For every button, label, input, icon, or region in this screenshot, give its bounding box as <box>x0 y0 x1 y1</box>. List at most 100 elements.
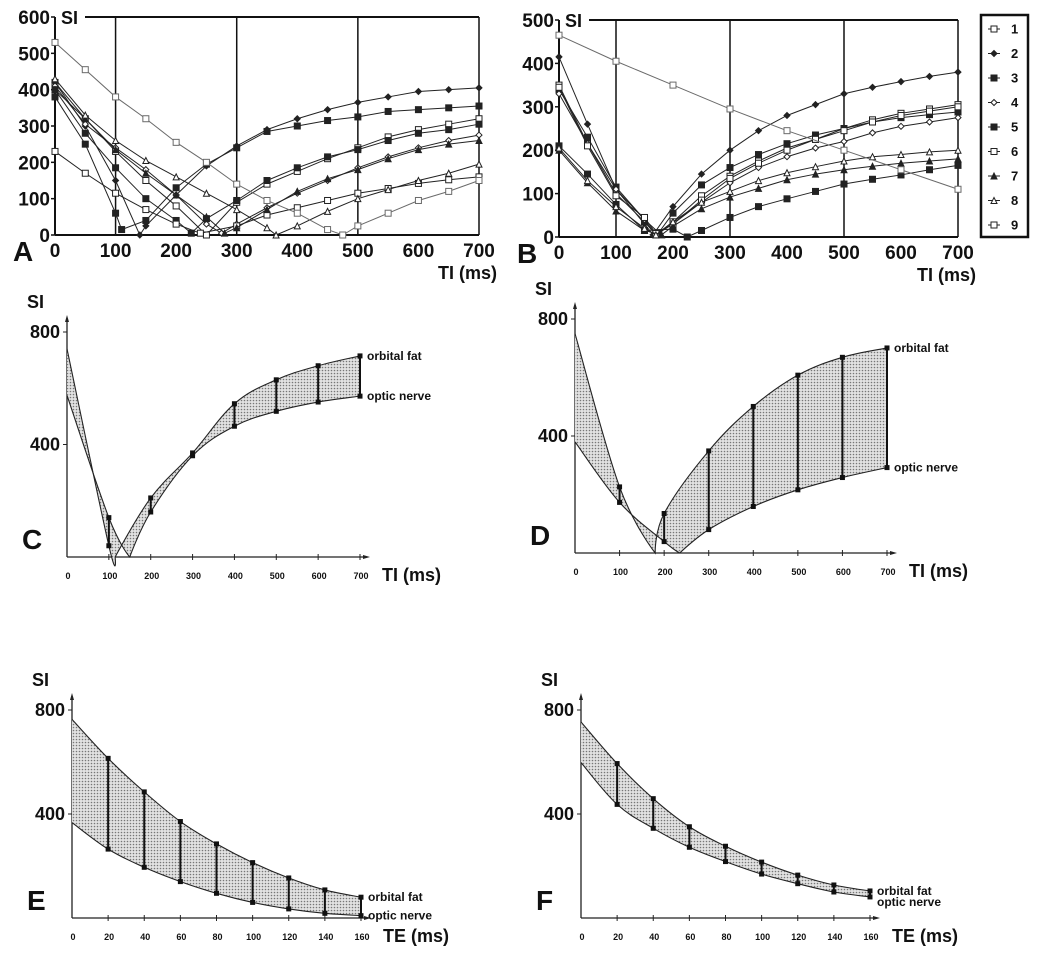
legend-label: 4 <box>1011 95 1019 110</box>
data-point-marker <box>354 113 362 121</box>
data-point-marker <box>698 181 705 189</box>
legend-item: 3 <box>988 71 1018 86</box>
data-point-marker <box>445 187 453 195</box>
data-point-marker <box>414 106 422 114</box>
x-tick-label: 100 <box>755 932 770 942</box>
x-tick-label: 40 <box>140 932 150 942</box>
legend-item: 5 <box>988 120 1018 135</box>
data-point-marker <box>669 217 677 226</box>
x-tick-label: 60 <box>685 932 695 942</box>
x-tick-label: 0 <box>579 932 584 942</box>
legend-item: 7 <box>988 169 1018 184</box>
data-point-marker <box>555 83 563 91</box>
data-point-marker <box>263 205 271 214</box>
series-9 <box>51 38 483 239</box>
data-point-marker <box>81 169 89 177</box>
x-tick-label: 0 <box>50 241 61 262</box>
x-tick-label: 100 <box>613 567 628 577</box>
data-point-marker <box>954 146 962 154</box>
data-point-marker <box>112 93 120 101</box>
y-tick-label: 400 <box>538 426 568 446</box>
series-line <box>54 85 480 234</box>
data-point-marker <box>612 57 620 65</box>
chart-panel-d: 0 100 200 300 400 500 600 700 400 800 SI TI (ms) Dor… <box>530 279 968 581</box>
data-point-marker <box>142 177 150 184</box>
x-tick-label: 20 <box>613 932 623 942</box>
series-line <box>54 96 480 231</box>
data-point-marker <box>783 195 791 203</box>
data-point-marker <box>783 168 791 177</box>
series-line <box>54 78 480 236</box>
difference-band <box>67 348 360 566</box>
x-tick-label: 120 <box>791 932 806 942</box>
data-point-marker <box>232 205 241 214</box>
data-point-marker <box>51 74 59 83</box>
series-line <box>558 34 959 190</box>
data-point-marker <box>202 158 210 166</box>
y-tick-label: 400 <box>30 435 60 455</box>
y-axis-label: SI <box>535 279 552 299</box>
data-point-marker <box>202 189 211 197</box>
data-point-marker <box>414 196 422 204</box>
legend-label: 6 <box>1011 144 1018 159</box>
x-tick-label: 700 <box>880 567 895 577</box>
x-tick-label: 200 <box>144 571 159 581</box>
series-label-optic-nerve: optic nerve <box>894 461 958 475</box>
x-axis-label: TE (ms) <box>383 926 449 946</box>
y-tick-label: 0 <box>39 226 50 247</box>
data-point-marker <box>324 153 332 161</box>
series-label-orbital-fat: orbital fat <box>894 341 949 355</box>
data-point-marker <box>555 143 563 152</box>
x-tick-label: 600 <box>312 571 327 581</box>
data-point-marker <box>990 74 998 82</box>
data-point-marker <box>354 165 362 174</box>
data-point-marker <box>840 165 848 174</box>
series-line <box>558 147 959 236</box>
series-label-optic-nerve: optic nerve <box>877 895 941 909</box>
data-point-marker <box>111 136 120 145</box>
data-point-marker <box>293 221 302 230</box>
series-label-optic-nerve: optic nerve <box>367 389 431 403</box>
series-9 <box>555 31 962 193</box>
data-point-marker <box>324 117 332 125</box>
data-point-marker <box>339 231 347 239</box>
data-point-marker <box>755 159 762 167</box>
data-point-marker <box>754 184 763 192</box>
x-axis-label: TI (ms) <box>382 565 441 585</box>
data-point-marker <box>683 233 691 241</box>
y-tick-label: 400 <box>522 54 554 75</box>
data-point-marker <box>81 129 89 137</box>
chart-panel-a: 0 100 200 300 400 500 600 0 100 200 300 400 500 600 70… <box>13 8 497 283</box>
data-point-marker <box>783 140 791 148</box>
x-axis-arrow <box>364 916 371 920</box>
data-point-marker <box>697 198 706 206</box>
data-point-marker <box>263 223 271 232</box>
data-point-marker <box>612 185 620 193</box>
x-tick-label: 300 <box>702 567 717 577</box>
x-tick-label: 100 <box>100 241 132 262</box>
legend-label: 1 <box>1011 22 1018 37</box>
data-point-marker <box>384 107 392 115</box>
data-point-marker <box>414 176 423 184</box>
data-point-marker <box>754 176 763 185</box>
data-point-marker <box>726 164 734 172</box>
series-line <box>54 89 480 234</box>
y-tick-label: 300 <box>18 117 50 138</box>
data-point-marker <box>112 164 120 172</box>
data-point-marker <box>869 175 876 183</box>
data-point-marker <box>840 156 848 165</box>
data-point-marker <box>990 98 998 107</box>
data-point-marker <box>81 110 90 119</box>
x-tick-label: 300 <box>186 571 201 581</box>
x-tick-label: 400 <box>771 243 803 264</box>
series-line <box>558 89 959 234</box>
data-point-marker <box>384 154 392 163</box>
data-point-marker <box>136 231 144 239</box>
y-axis-label: SI <box>32 670 49 690</box>
y-axis-arrow <box>65 315 69 322</box>
data-point-marker <box>726 105 734 113</box>
y-axis-arrow <box>579 693 583 700</box>
data-point-marker <box>612 192 620 200</box>
legend-label: 3 <box>1011 71 1018 86</box>
x-tick-label: 60 <box>176 932 186 942</box>
